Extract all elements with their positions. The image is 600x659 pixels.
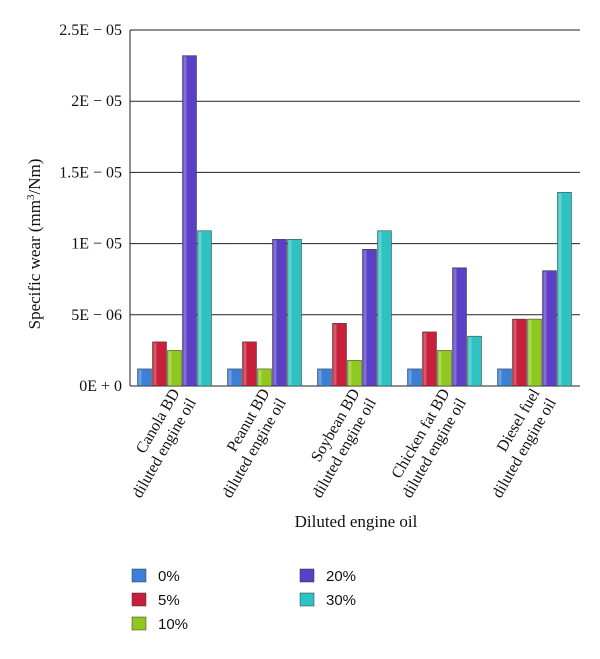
legend-swatch [299,568,315,583]
bar [452,267,467,387]
legend-swatch [131,616,147,631]
bar-highlight [378,231,382,385]
x-axis-title: Diluted engine oil [295,512,418,531]
bar-highlight [288,240,292,385]
bar-highlight [153,342,157,385]
bar [527,318,542,387]
legend: 0% 5% 10% 20% 30% [131,568,356,633]
y-tick-label: 2E − 05 [71,93,122,110]
bars [137,55,572,387]
bar [332,323,347,387]
bar-highlight [438,351,442,385]
bar [377,230,392,387]
bar-highlight [498,369,502,385]
bar-highlight [183,56,187,386]
bar [407,368,422,387]
legend-label: 10% [158,616,188,633]
bar [197,230,212,387]
bar-highlight [198,231,202,385]
legend-label: 20% [326,568,356,585]
bar [227,368,242,387]
bar [437,350,452,387]
bar [422,331,437,387]
bar [257,368,272,387]
y-axis-title: Specific wear (mm3/Nm) [25,159,44,330]
bar [467,335,482,387]
bar-highlight [168,351,172,385]
bar [497,368,512,387]
bar [347,360,362,387]
bar-highlight [423,332,427,385]
bar [512,318,527,387]
bar-highlight [453,268,457,385]
bar [137,368,152,387]
legend-item: 10% [131,616,188,633]
bar [242,341,257,387]
legend-swatch [131,592,147,607]
bar-highlight [273,240,277,385]
bar-highlight [258,369,262,385]
bar-highlight [543,271,547,385]
y-tick-labels: 0E + 0 5E − 06 1E − 05 1.5E − 05 2E − 05 2.5E… [59,22,122,395]
bar-highlight [243,342,247,385]
legend-swatch [299,592,315,607]
bar-highlight [558,193,562,385]
bar-highlight [138,369,142,385]
bar-highlight [528,320,532,385]
y-tick-label: 1E − 05 [71,236,122,253]
legend-item: 5% [131,592,180,609]
bar [557,192,572,387]
bar [317,368,332,387]
bar-highlight [318,369,322,385]
legend-item: 30% [299,592,356,609]
bar-highlight [333,324,337,385]
bar [362,249,377,387]
bar-highlight [228,369,232,385]
legend-swatch [131,568,147,583]
legend-label: 30% [326,592,356,609]
y-tick-label: 2.5E − 05 [59,22,122,39]
bar [167,350,182,387]
bar [152,341,167,387]
bar-highlight [468,337,472,385]
legend-item: 20% [299,568,356,585]
bar [542,270,557,387]
bar-highlight [363,250,367,385]
bar [272,239,287,387]
legend-item: 0% [131,568,180,585]
legend-label: 0% [158,568,180,585]
y-tick-label: 5E − 06 [71,307,122,324]
bar-highlight [408,369,412,385]
bar-highlight [348,361,352,385]
y-tick-label: 1.5E − 05 [59,164,122,181]
bar-highlight [513,320,517,385]
legend-label: 5% [158,592,180,609]
y-tick-label: 0E + 0 [79,378,122,395]
bar [182,55,197,387]
bar [287,239,302,387]
